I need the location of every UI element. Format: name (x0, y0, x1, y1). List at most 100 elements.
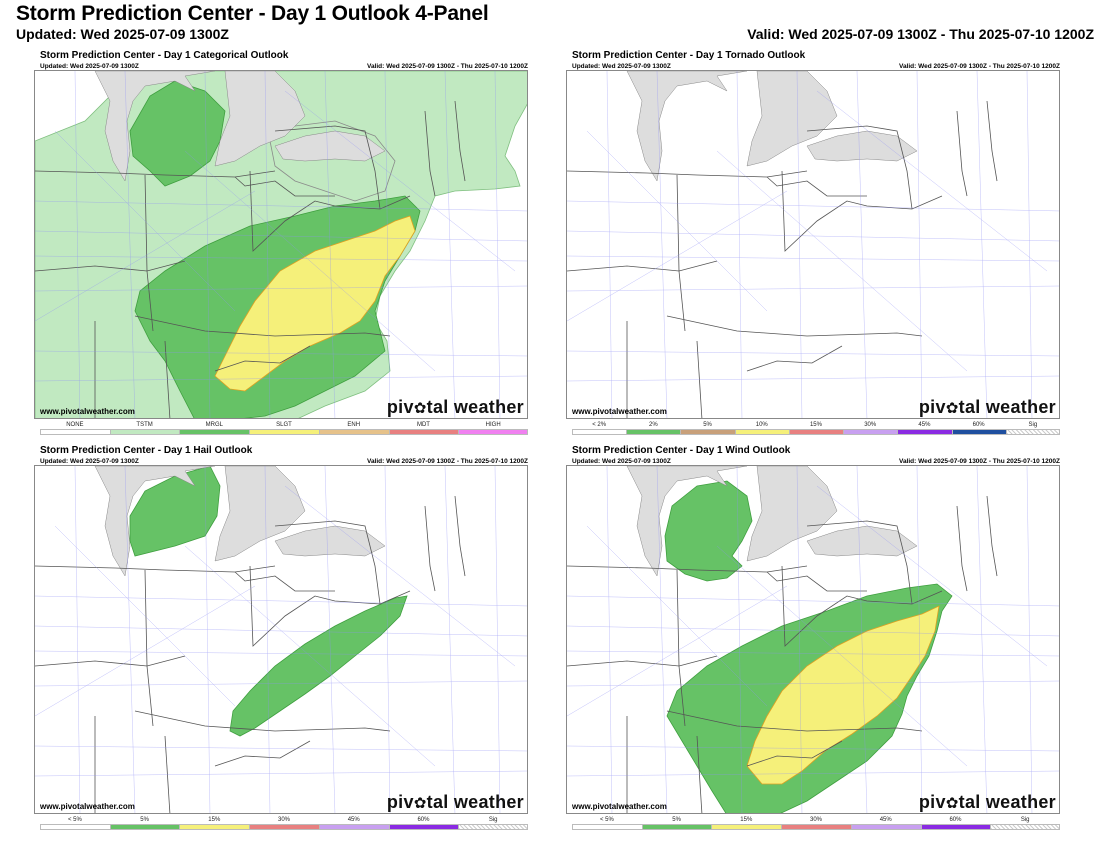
legend-label: Sig (1020, 817, 1030, 823)
great-lakes (626, 466, 918, 577)
great-lakes (626, 71, 918, 182)
legend-label: TSTM (136, 422, 153, 428)
legend-item: 2% (626, 422, 681, 435)
panel-updated: Updated: Wed 2025-07-09 1300Z (40, 458, 139, 465)
panel-updated: Updated: Wed 2025-07-09 1300Z (40, 63, 139, 70)
legend-item: < 2% (572, 422, 627, 435)
legend-item: NONE (40, 422, 110, 435)
wind-5pct-michigan (664, 480, 753, 582)
legend-swatch (951, 429, 1006, 435)
legend-label: 45% (879, 817, 892, 823)
panel-title: Storm Prediction Center - Day 1 Hail Out… (40, 445, 253, 456)
legend-label: NONE (66, 422, 84, 428)
pivotal-weather-logo: piv✿tal weather (918, 397, 1056, 417)
legend-label: 60% (972, 422, 985, 428)
legend-item: ENH (318, 422, 389, 435)
legend-swatch (109, 429, 180, 435)
legend-swatch (990, 824, 1061, 830)
gear-icon: ✿ (413, 795, 427, 812)
legend-item: Sig (1005, 422, 1060, 435)
legend-label: 5% (703, 422, 712, 428)
legend-item: 15% (711, 817, 782, 830)
legend-item: 30% (781, 817, 851, 830)
legend-swatch (920, 824, 991, 830)
legend-label: 15% (740, 817, 753, 823)
gear-icon: ✿ (945, 400, 959, 417)
hail-panel: Storm Prediction Center - Day 1 Hail Out… (34, 445, 529, 830)
legend-label: 15% (809, 422, 822, 428)
legend-swatch (40, 429, 110, 435)
county-road-lines (35, 71, 527, 418)
great-lakes (94, 71, 386, 182)
county-road-lines (35, 466, 527, 813)
legend-label: 30% (864, 422, 877, 428)
categorical-panel: Storm Prediction Center - Day 1 Categori… (34, 50, 529, 435)
legend-swatch (458, 429, 529, 435)
legend-label: 45% (347, 817, 360, 823)
legend-item: 15% (788, 422, 844, 435)
legend-item: 15% (179, 817, 250, 830)
legend-swatch (179, 429, 250, 435)
pivotal-weather-logo: piv✿tal weather (386, 397, 524, 417)
legend-swatch (788, 429, 844, 435)
legend-item: 45% (897, 422, 952, 435)
legend-item: 60% (388, 817, 459, 830)
panel-valid: Valid: Wed 2025-07-09 1300Z - Thu 2025-0… (366, 63, 528, 70)
county-road-lines (567, 71, 1059, 418)
legend-swatch (179, 824, 250, 830)
legend-item: < 5% (40, 817, 110, 830)
legend-swatch (572, 824, 642, 830)
legend-label: 5% (672, 817, 681, 823)
site-url: www.pivotalweather.com (572, 407, 667, 416)
panel-valid: Valid: Wed 2025-07-09 1300Z - Thu 2025-0… (898, 458, 1060, 465)
legend-label: 45% (918, 422, 931, 428)
legend-label: 15% (208, 817, 221, 823)
wind-panel: Storm Prediction Center - Day 1 Wind Out… (566, 445, 1061, 830)
legend-label: 60% (949, 817, 962, 823)
panel-title: Storm Prediction Center - Day 1 Wind Out… (572, 445, 791, 456)
legend-swatch (781, 824, 851, 830)
legend-swatch (40, 824, 110, 830)
legend-swatch (388, 824, 459, 830)
legend-label: 10% (755, 422, 768, 428)
legend-label: MDT (416, 422, 430, 428)
legend-item: Sig (458, 817, 529, 830)
panel-valid: Valid: Wed 2025-07-09 1300Z - Thu 2025-0… (898, 63, 1060, 70)
legend-swatch (318, 429, 389, 435)
legend-label: 60% (417, 817, 430, 823)
wind-map[interactable]: www.pivotalweather.com piv✿tal weather (566, 465, 1060, 814)
legend-item: 60% (951, 422, 1006, 435)
legend-swatch (318, 824, 389, 830)
legend-swatch (458, 824, 529, 830)
legend-swatch (626, 429, 681, 435)
legend-label: HIGH (485, 422, 501, 428)
legend-swatch (249, 429, 319, 435)
legend-label: < 2% (592, 422, 607, 428)
legend-swatch (1005, 429, 1060, 435)
legend-swatch (249, 824, 319, 830)
legend-label: Sig (488, 817, 498, 823)
state-borders (35, 495, 466, 813)
legend-swatch (843, 429, 898, 435)
legend-item: 30% (843, 422, 898, 435)
gear-icon: ✿ (945, 795, 959, 812)
county-road-lines (567, 466, 1059, 813)
legend-item: 60% (920, 817, 991, 830)
hail-map[interactable]: www.pivotalweather.com piv✿tal weather (34, 465, 528, 814)
legend-label: ENH (347, 422, 361, 428)
legend-label: 30% (278, 817, 291, 823)
legend-swatch (388, 429, 459, 435)
categorical-map[interactable]: www.pivotalweather.com piv✿tal weather (34, 70, 528, 419)
tornado-map[interactable]: www.pivotalweather.com piv✿tal weather (566, 70, 1060, 419)
pivotal-weather-logo: piv✿tal weather (918, 792, 1056, 812)
legend-swatch (572, 429, 627, 435)
legend: NONE TSTM MRGL SLGT ENH MDT HIGH (40, 422, 529, 435)
legend-item: Sig (990, 817, 1061, 830)
panel-title: Storm Prediction Center - Day 1 Tornado … (572, 50, 806, 61)
state-borders (35, 100, 466, 418)
pivotal-weather-logo: piv✿tal weather (386, 792, 524, 812)
updated-time: Updated: Wed 2025-07-09 1300Z (16, 26, 229, 42)
slgt-area (214, 215, 416, 392)
page-title: Storm Prediction Center - Day 1 Outlook … (16, 2, 489, 25)
legend-item: HIGH (458, 422, 529, 435)
